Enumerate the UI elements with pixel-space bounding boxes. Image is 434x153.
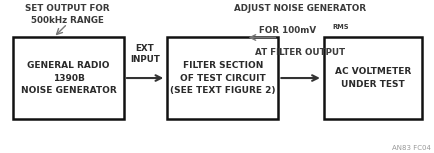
Text: SET OUTPUT FOR
500kHz RANGE: SET OUTPUT FOR 500kHz RANGE (25, 4, 109, 25)
Text: EXT
INPUT: EXT INPUT (130, 44, 159, 64)
Text: ADJUST NOISE GENERATOR: ADJUST NOISE GENERATOR (233, 4, 365, 13)
Bar (167, 37, 278, 119)
Text: AN83 FC04: AN83 FC04 (391, 146, 430, 151)
Text: GENERAL RADIO
1390B
NOISE GENERATOR: GENERAL RADIO 1390B NOISE GENERATOR (20, 61, 116, 95)
Text: RMS: RMS (332, 24, 348, 30)
Text: FOR 100mV: FOR 100mV (258, 26, 315, 35)
Bar (323, 37, 421, 119)
Bar (13, 37, 124, 119)
Text: AT FILTER OUTPUT: AT FILTER OUTPUT (254, 48, 345, 57)
Text: AC VOLTMETER
UNDER TEST: AC VOLTMETER UNDER TEST (334, 67, 410, 89)
Text: FILTER SECTION
OF TEST CIRCUIT
(SEE TEXT FIGURE 2): FILTER SECTION OF TEST CIRCUIT (SEE TEXT… (170, 61, 275, 95)
